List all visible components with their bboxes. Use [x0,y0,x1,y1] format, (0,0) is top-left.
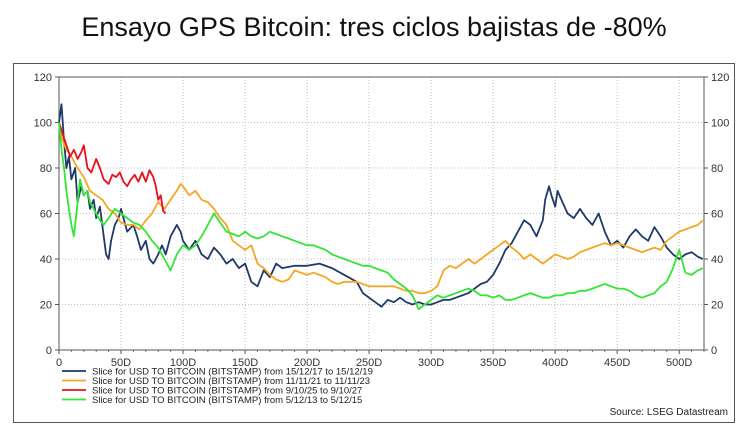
plot-border [58,76,705,351]
x-tick-label: 300D [418,357,444,369]
series-line-2 [58,122,704,294]
y-tick-label-left: 20 [40,300,52,312]
y-tick-label-left: 0 [46,345,52,357]
chart-title: Ensayo GPS Bitcoin: tres ciclos bajistas… [81,12,667,42]
legend-label-1: Slice for USD TO BITCOIN (BITSTAMP) from… [92,367,373,378]
x-tick-label: 500D [666,357,692,369]
x-tick-label: 0 [56,357,62,369]
legend-label-2: Slice for USD TO BITCOIN (BITSTAMP) from… [92,376,370,387]
source-note: Source: LSEG Datastream [610,407,728,418]
y-tick-label-left: 80 [40,163,52,175]
y-tick-label-right: 120 [711,72,729,84]
y-tick-label-left: 100 [34,118,52,130]
chart-frame: 0 0 20 20 40 40 60 60 80 80 100 100 120 120 0 50D 100D 15… [13,63,735,423]
y-tick-label-right: 100 [711,118,729,130]
x-tick-label: 150D [232,357,258,369]
y-tick-label-right: 80 [711,163,723,175]
legend: Slice for USD TO BITCOIN (BITSTAMP) from… [62,367,373,406]
axes-layer [55,76,708,354]
legend-label-3: Slice for USD TO BITCOIN (BITSTAMP) from… [92,386,362,397]
y-tick-label-right: 20 [711,300,723,312]
x-tick-label: 100D [170,357,196,369]
grid-layer [58,76,704,351]
y-tick-label-right: 0 [711,345,717,357]
x-tick-label: 250D [356,357,382,369]
x-tick-label: 400D [542,357,568,369]
y-tick-label-left: 40 [40,254,52,266]
series-line-3 [58,122,167,215]
series-layer [58,103,704,310]
x-tick-label: 200D [294,357,320,369]
legend-label-4: Slice for USD TO BITCOIN (BITSTAMP) from… [92,395,362,406]
y-tick-label-left: 120 [34,72,52,84]
x-tick-label: 450D [604,357,630,369]
series-line-4 [58,122,704,310]
y-tick-label-right: 60 [711,209,723,221]
y-tick-label-left: 60 [40,209,52,221]
y-tick-label-right: 40 [711,254,723,266]
x-tick-label: 50D [111,357,131,369]
series-line-1 [58,103,704,308]
x-tick-label: 350D [480,357,506,369]
